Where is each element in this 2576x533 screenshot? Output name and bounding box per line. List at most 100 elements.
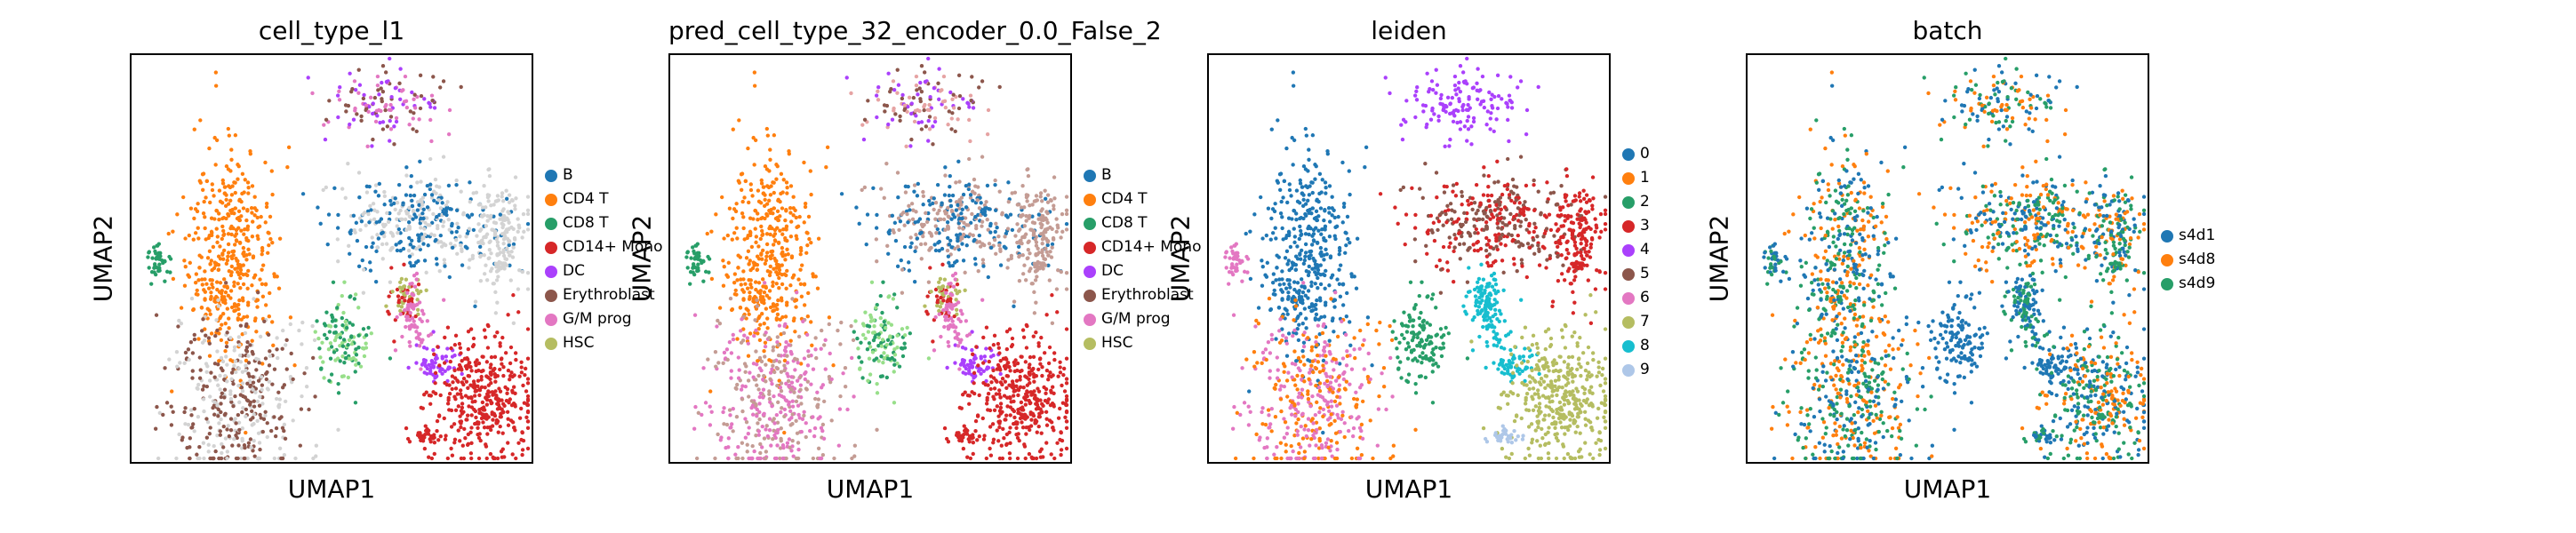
data-point <box>221 277 227 282</box>
data-point <box>752 333 756 338</box>
data-point <box>876 335 881 340</box>
data-point <box>984 367 989 371</box>
data-point <box>746 378 751 383</box>
data-point <box>948 173 952 179</box>
legend-marker <box>545 193 557 206</box>
data-point <box>263 410 268 414</box>
data-point <box>412 292 416 298</box>
data-point <box>943 165 948 170</box>
data-point <box>779 332 783 337</box>
data-point <box>937 280 941 284</box>
cluster-midRight <box>923 262 967 322</box>
data-point <box>435 418 440 424</box>
legend-label: HSC <box>1101 334 1133 352</box>
data-point <box>217 421 221 426</box>
legend-marker <box>1084 337 1096 350</box>
data-point <box>791 195 796 199</box>
data-point <box>861 323 867 328</box>
data-point <box>461 382 466 387</box>
data-point <box>263 282 268 286</box>
data-point <box>196 292 200 297</box>
data-point <box>972 356 977 362</box>
data-point <box>946 439 951 444</box>
data-point <box>785 186 789 190</box>
data-point <box>953 129 957 134</box>
data-point <box>486 389 491 394</box>
data-point <box>408 344 412 348</box>
data-point <box>1023 456 1028 461</box>
data-point <box>780 206 785 211</box>
data-point <box>284 338 289 342</box>
data-point <box>714 364 718 369</box>
data-point <box>953 343 957 347</box>
data-point <box>948 297 953 301</box>
data-point <box>775 420 780 425</box>
data-point <box>931 339 935 344</box>
data-point <box>238 286 243 290</box>
data-point <box>343 351 348 355</box>
data-point <box>204 384 210 389</box>
data-point <box>1427 89 1431 94</box>
data-point <box>407 235 412 241</box>
data-point <box>917 108 922 114</box>
data-point <box>475 420 480 425</box>
data-point <box>1299 311 1303 316</box>
data-point <box>348 251 352 256</box>
data-point <box>414 343 419 347</box>
data-point <box>374 220 379 225</box>
data-point <box>812 396 818 402</box>
data-point <box>1423 103 1428 108</box>
data-point <box>225 330 229 335</box>
data-point <box>247 378 252 384</box>
data-point <box>888 334 892 338</box>
data-point <box>987 242 992 246</box>
data-point <box>724 445 728 450</box>
data-point <box>242 250 246 255</box>
data-point <box>740 409 745 414</box>
data-point <box>263 303 268 307</box>
data-point <box>335 93 340 98</box>
data-point <box>696 262 700 266</box>
data-point <box>808 428 812 434</box>
data-point <box>764 293 770 298</box>
data-point <box>934 230 939 235</box>
data-point <box>694 456 700 461</box>
data-point <box>1260 259 1264 263</box>
data-point <box>483 416 487 420</box>
data-point <box>456 428 460 433</box>
data-point <box>417 236 421 241</box>
data-point <box>427 362 431 368</box>
data-point <box>968 232 972 236</box>
data-point <box>238 275 243 281</box>
data-point <box>697 251 701 256</box>
data-point <box>756 211 760 216</box>
data-point <box>1286 259 1291 263</box>
data-point <box>876 359 881 363</box>
data-point <box>886 321 891 325</box>
data-point <box>743 179 748 184</box>
data-point <box>195 386 199 391</box>
data-point <box>232 437 236 442</box>
data-point <box>491 418 495 422</box>
data-point <box>250 423 254 427</box>
data-point <box>979 356 983 361</box>
data-point <box>420 319 424 324</box>
data-point <box>756 421 760 426</box>
data-point <box>336 391 341 395</box>
data-point <box>774 262 780 266</box>
data-point <box>1016 387 1020 392</box>
data-point <box>388 56 392 61</box>
data-point <box>954 298 958 302</box>
data-point <box>996 439 1001 443</box>
data-point <box>210 456 214 461</box>
data-point <box>232 348 236 353</box>
data-point <box>459 84 463 90</box>
data-point <box>313 394 317 399</box>
data-point <box>965 100 970 106</box>
data-point <box>511 401 516 406</box>
data-point <box>154 313 159 317</box>
data-point <box>251 449 255 453</box>
data-point <box>500 225 505 230</box>
data-point <box>1279 199 1284 204</box>
data-point <box>461 456 467 461</box>
